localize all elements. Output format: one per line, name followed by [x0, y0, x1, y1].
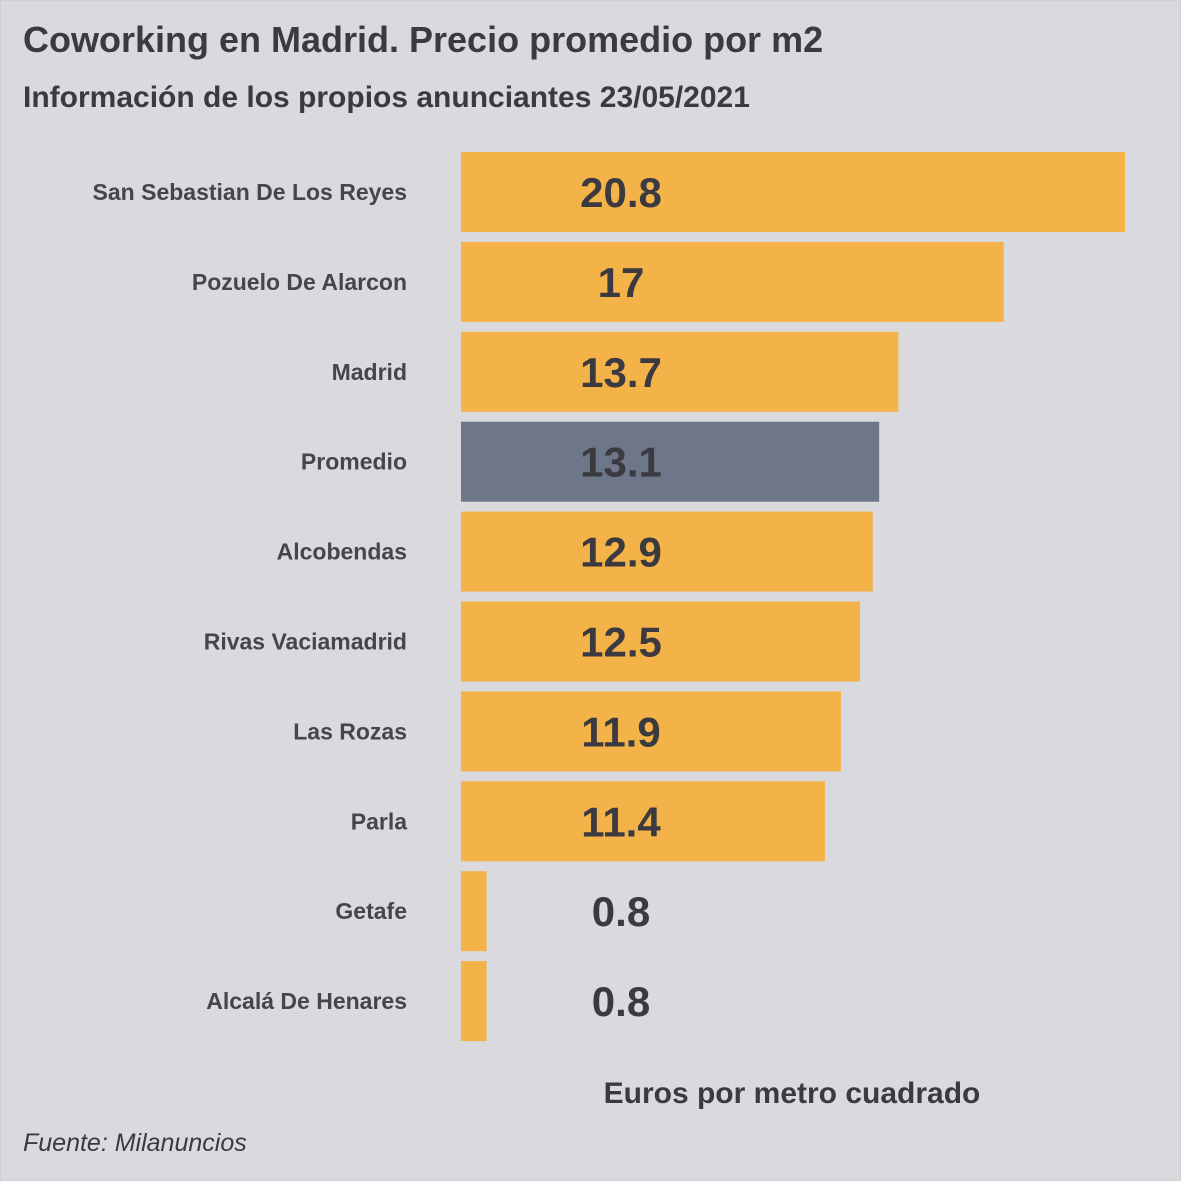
bar-las-rozas: [461, 691, 841, 772]
category-label: Getafe: [335, 898, 407, 924]
chart-subtitle: Información de los propios anunciantes 2…: [23, 81, 750, 114]
category-label: Alcalá De Henares: [206, 988, 407, 1014]
category-label: Parla: [351, 808, 407, 834]
value-label: 12.5: [580, 619, 662, 666]
bar-san-sebastian-de-los-reyes: [461, 152, 1125, 232]
bar-parla: [461, 781, 825, 862]
bar-alcala-de-henares: [461, 961, 487, 1042]
category-label: Alcobendas: [277, 539, 407, 565]
chart-title: Coworking en Madrid. Precio promedio por…: [23, 19, 824, 60]
category-label: San Sebastian De Los Reyes: [93, 179, 407, 205]
x-axis-title: Euros por metro cuadrado: [604, 1077, 981, 1110]
category-label: Madrid: [332, 359, 407, 385]
value-label: 12.9: [580, 529, 662, 576]
bar-getafe: [461, 871, 487, 952]
bar-alcobendas: [461, 511, 873, 592]
bar-promedio: [461, 421, 880, 502]
value-label: 0.8: [592, 978, 650, 1025]
value-label: 17: [598, 259, 645, 306]
value-label: 13.7: [580, 349, 662, 396]
value-label: 11.9: [581, 708, 660, 755]
value-label: 0.8: [592, 888, 650, 935]
value-label: 20.8: [580, 169, 662, 216]
category-label: Rivas Vaciamadrid: [204, 629, 407, 655]
source-note: Fuente: Milanuncios: [23, 1129, 247, 1157]
bar-madrid: [461, 331, 899, 412]
bar-pozuelo-de-alarcon: [461, 241, 1004, 322]
bar-group: San Sebastian De Los Reyes 20.8 Pozuelo De…: [93, 152, 1125, 1042]
category-label: Promedio: [301, 449, 407, 475]
value-label: 11.4: [581, 798, 661, 845]
category-label: Las Rozas: [293, 718, 407, 744]
bar-rivas-vaciamadrid: [461, 601, 861, 682]
category-label: Pozuelo De Alarcon: [192, 269, 407, 295]
value-label: 13.1: [580, 439, 662, 486]
